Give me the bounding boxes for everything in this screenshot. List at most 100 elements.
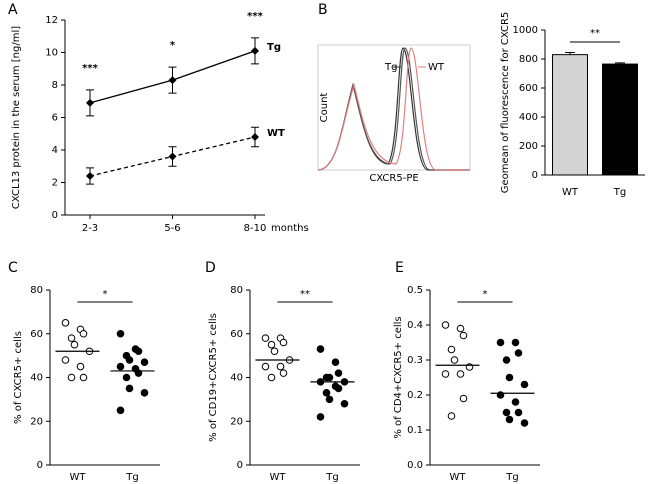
y-tick-label: 1000 bbox=[513, 25, 538, 36]
data-point bbox=[325, 395, 334, 404]
data-point bbox=[116, 329, 125, 338]
data-point bbox=[279, 369, 288, 377]
y-tick-label: 4 bbox=[52, 145, 58, 156]
data-point bbox=[276, 362, 285, 371]
panel-letter: B bbox=[318, 2, 328, 18]
marker bbox=[251, 46, 259, 55]
data-point bbox=[79, 373, 88, 382]
y-axis-label: CXCL13 protein in the serum [ng/ml] bbox=[11, 26, 22, 209]
y-tick-label: 8 bbox=[52, 80, 58, 91]
y-tick-label: 0.5 bbox=[407, 285, 423, 296]
data-point bbox=[70, 340, 79, 349]
legend-label: WT bbox=[428, 62, 445, 73]
x-tick-label: Tg bbox=[613, 187, 626, 198]
legend-label: Tg bbox=[384, 62, 397, 73]
y-axis-label: % of CD4+CXCR5+ cells bbox=[393, 316, 404, 438]
marker bbox=[251, 133, 259, 141]
x-tick-label: 5-6 bbox=[164, 223, 180, 234]
data-point bbox=[322, 389, 331, 397]
data-point bbox=[140, 358, 149, 366]
y-tick-label: 0 bbox=[532, 170, 538, 181]
significance: ** bbox=[300, 289, 310, 300]
y-tick-label: 0 bbox=[37, 460, 43, 471]
y-tick-label: 6 bbox=[52, 113, 58, 124]
y-tick-label: 40 bbox=[230, 373, 243, 384]
data-point bbox=[267, 373, 276, 382]
marker bbox=[168, 76, 177, 85]
x-axis-label: CXCR5-PE bbox=[369, 173, 418, 184]
x-tick-label: Tg bbox=[505, 472, 518, 483]
data-point bbox=[67, 373, 76, 382]
y-tick-label: 0 bbox=[52, 210, 58, 221]
y-tick-label: 12 bbox=[45, 15, 58, 26]
data-point bbox=[456, 324, 465, 333]
data-point bbox=[447, 412, 456, 420]
y-tick-label: 0.0 bbox=[407, 460, 423, 471]
data-point bbox=[316, 413, 325, 421]
y-tick-label: 0.3 bbox=[407, 355, 423, 366]
marker bbox=[86, 172, 94, 180]
x-tick-label: WT bbox=[270, 472, 287, 483]
data-point bbox=[125, 356, 134, 364]
data-point bbox=[261, 334, 270, 342]
data-point bbox=[270, 347, 279, 356]
data-point bbox=[456, 370, 465, 378]
y-tick-label: 80 bbox=[30, 285, 43, 296]
y-tick-label: 600 bbox=[519, 83, 538, 94]
significance: ** bbox=[590, 28, 600, 39]
y-tick-label: 20 bbox=[30, 416, 43, 427]
data-point bbox=[125, 384, 134, 393]
data-point bbox=[511, 338, 520, 347]
y-tick-label: 40 bbox=[30, 373, 43, 384]
data-point bbox=[122, 373, 131, 382]
data-point bbox=[459, 331, 468, 340]
y-tick-label: 0.4 bbox=[407, 320, 423, 331]
data-point bbox=[116, 406, 125, 415]
data-point bbox=[61, 356, 70, 364]
error-bar bbox=[565, 51, 575, 55]
panel-letter: C bbox=[8, 260, 18, 276]
y-tick-label: 60 bbox=[230, 329, 243, 340]
y-tick-label: 2 bbox=[52, 178, 58, 189]
data-point bbox=[325, 373, 334, 382]
y-axis-label: % of CD19+CXCR5+ cells bbox=[208, 313, 219, 442]
data-point bbox=[514, 408, 523, 417]
y-tick-label: 200 bbox=[519, 141, 538, 152]
data-point bbox=[61, 319, 70, 327]
data-point bbox=[79, 329, 88, 338]
y-tick-label: 0.1 bbox=[407, 425, 423, 436]
data-point bbox=[279, 338, 288, 347]
significance: * bbox=[170, 40, 176, 51]
data-point bbox=[316, 345, 325, 353]
bar bbox=[552, 54, 588, 176]
data-point bbox=[134, 347, 143, 356]
x-tick-label: Tg bbox=[125, 472, 138, 483]
data-point bbox=[505, 373, 514, 382]
data-point bbox=[447, 345, 456, 354]
series-label: WT bbox=[267, 128, 285, 139]
data-point bbox=[520, 419, 529, 427]
data-point bbox=[331, 358, 340, 366]
y-tick-label: 0.2 bbox=[407, 390, 423, 401]
marker bbox=[86, 98, 94, 107]
x-tick-label: WT bbox=[450, 472, 467, 483]
y-tick-label: 10 bbox=[45, 48, 58, 59]
data-point bbox=[505, 415, 514, 424]
plot-frame bbox=[317, 44, 471, 171]
y-axis-label: % of CXCR5+ cells bbox=[13, 331, 24, 424]
data-point bbox=[441, 370, 450, 378]
data-point bbox=[502, 408, 511, 417]
error-bar bbox=[615, 62, 625, 65]
data-point bbox=[261, 362, 270, 371]
data-point bbox=[140, 389, 149, 397]
y-tick-label: 400 bbox=[519, 112, 538, 123]
y-tick-label: 0 bbox=[237, 460, 243, 471]
series-label: Tg bbox=[267, 42, 281, 53]
panel-letter: E bbox=[395, 260, 404, 276]
data-point bbox=[459, 394, 468, 403]
x-unit: months bbox=[271, 223, 309, 234]
x-tick-label: WT bbox=[562, 187, 579, 198]
x-tick-label: Tg bbox=[325, 472, 338, 483]
data-point bbox=[441, 321, 450, 329]
